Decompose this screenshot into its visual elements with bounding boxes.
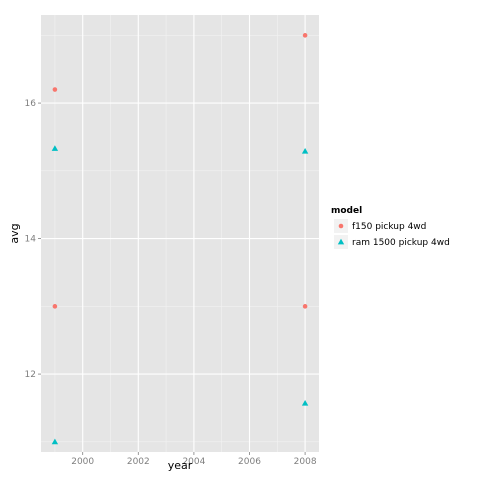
data-point (301, 400, 309, 406)
legend-title: model (331, 206, 362, 216)
data-point (302, 33, 308, 38)
data-point (302, 304, 308, 309)
x-axis-ticks: 2000 2002 2004 2006 2008 (71, 452, 317, 467)
major-grid (41, 15, 319, 452)
y-tick-label: 16 (25, 99, 37, 109)
y-tick-label: 14 (25, 235, 37, 245)
data-points (51, 33, 309, 445)
x-tick-label: 2002 (127, 457, 150, 467)
data-point (52, 304, 58, 309)
legend-label: f150 pickup 4wd (352, 222, 426, 232)
plot-panel (41, 15, 319, 452)
legend-item: f150 pickup 4wd (334, 219, 426, 233)
legend-item: ram 1500 pickup 4wd (334, 235, 450, 249)
y-tick-label: 12 (25, 370, 36, 380)
circle-icon (338, 223, 344, 229)
data-point (51, 145, 59, 151)
x-tick-label: 2000 (71, 457, 94, 467)
legend-label: ram 1500 pickup 4wd (352, 238, 450, 248)
data-point (301, 147, 309, 154)
legend: model f150 pickup 4wd ram 1500 pickup 4wd (331, 206, 450, 249)
x-tick-label: 2008 (294, 457, 317, 467)
x-tick-label: 2006 (238, 457, 261, 467)
legend-items: f150 pickup 4wd ram 1500 pickup 4wd (334, 219, 450, 249)
data-point (52, 87, 58, 92)
x-axis-title: year (168, 459, 193, 472)
x-tick-label: 2004 (182, 457, 205, 467)
data-point (51, 438, 59, 445)
triangle-icon (337, 238, 345, 245)
y-axis-ticks: 12 14 16 (25, 99, 41, 380)
y-axis-title: avg (8, 223, 21, 243)
